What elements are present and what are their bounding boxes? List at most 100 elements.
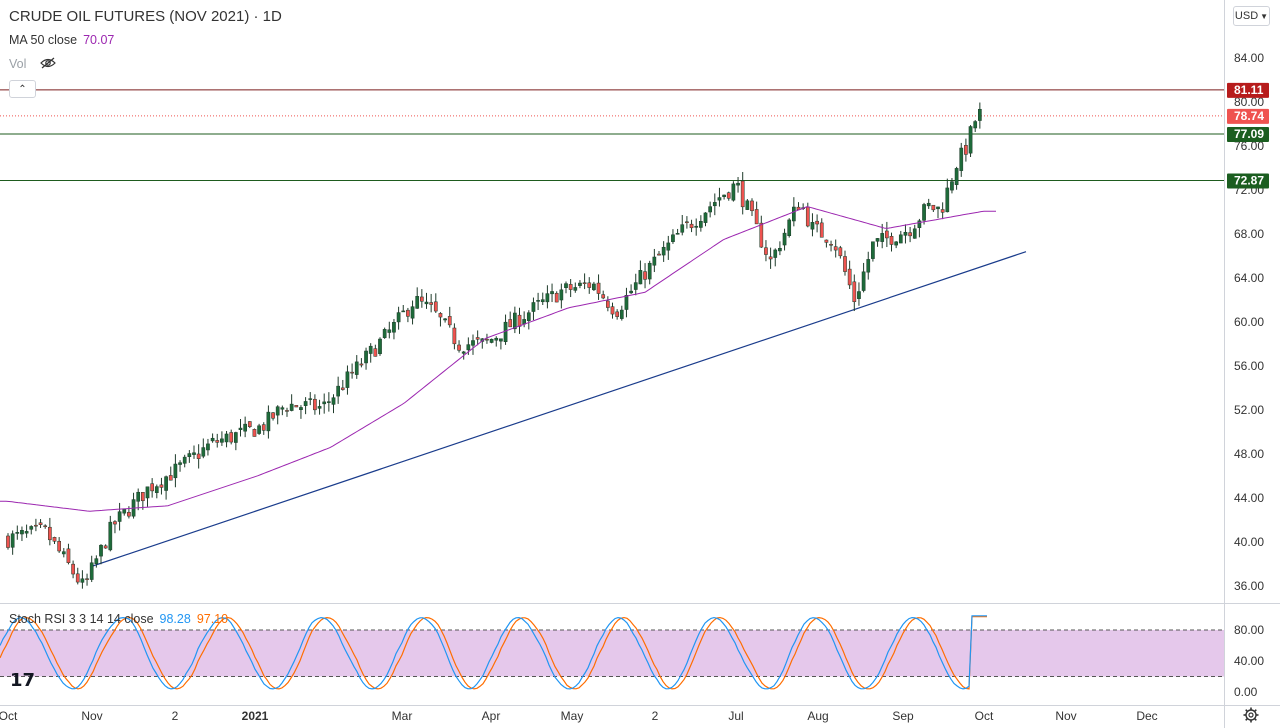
candle-body [931,204,936,211]
candle-body [331,397,336,405]
price-tick-label: 84.00 [1234,51,1264,65]
candle-body [350,371,354,374]
candle-body [29,526,34,530]
price-tick-label: 52.00 [1234,403,1264,417]
collapse-legend-button[interactable]: ⌃ [9,80,36,98]
candle-body [340,387,345,390]
candle-body [280,407,285,410]
candle-body [266,411,271,432]
candle-body [336,385,340,397]
eye-crossed-icon[interactable] [40,57,56,72]
candle-body [643,271,647,280]
time-tick-label: Sep [892,709,914,723]
candle-body [629,290,633,294]
candle-body [392,322,396,333]
candle-body [945,187,950,213]
candle-body [113,521,117,525]
price-tick-label: 68.00 [1234,227,1264,241]
candle-body [424,301,429,305]
candle-body [141,492,145,502]
price-label-box [1227,108,1269,124]
candle-body [792,206,796,222]
candle-body [382,329,387,338]
candle-body [187,453,192,457]
candle-body [768,256,773,260]
candle-body [647,262,652,280]
candle-body [606,300,610,308]
stoch-tick-label: 0.00 [1234,685,1258,699]
candle-body [726,192,731,199]
candle-body [633,282,638,290]
candle-body [898,234,903,244]
candle-body [387,329,392,333]
currency-select[interactable]: USD ▼ [1233,6,1270,26]
candle-body [638,270,643,285]
ma-value: 70.07 [83,33,115,47]
candle-body [224,433,229,443]
candle-body [410,306,415,319]
candle-body [852,281,857,303]
candle-body [475,337,480,340]
ma-legend: MA 50 close 70.07 [9,33,114,47]
candle-body [671,234,675,242]
candle-body [164,476,168,491]
candle-body [289,403,294,411]
candle-body [903,231,908,236]
candle-body [838,247,843,257]
candle-body [406,309,410,317]
candle-body [680,224,685,233]
price-label-support: 72.87 [1234,173,1264,187]
candle-body [271,412,275,419]
candle-body [145,486,150,499]
candle-body [494,337,499,341]
candle-body [43,525,48,528]
price-label-box [1227,127,1269,143]
candle-body [34,524,38,527]
candle-body [108,521,113,551]
candle-body [206,443,210,451]
candle-body [722,194,726,197]
candle-body [531,302,536,312]
vol-label: Vol [9,57,27,71]
candle-body [712,202,717,207]
candle-body [513,312,517,330]
stoch-d-value: 97.10 [196,612,229,626]
candle-body [215,440,220,443]
price-tick-label: 36.00 [1234,579,1264,593]
stoch-k-value: 98.28 [159,612,191,626]
candle-body [964,145,968,155]
candle-body [950,181,954,191]
candle-body [499,338,503,342]
chart-title: CRUDE OIL FUTURES (NOV 2021) · 1D [9,8,282,25]
candle-body [782,232,787,246]
candle-body [568,284,573,290]
candle-body [564,283,568,288]
candle-body [675,233,680,235]
candle-body [345,371,350,388]
candle-body [313,398,317,411]
candle-body [429,302,433,305]
price-tick-label: 80.00 [1234,95,1264,109]
candle-body [810,222,815,230]
time-tick-label: Apr [482,709,501,723]
candle-body [805,206,810,227]
candle-body [559,289,564,301]
stoch-k-line [0,615,987,690]
candle-body [354,361,359,375]
chevron-up-icon: ⌃ [18,83,27,95]
candle-body [457,344,461,351]
candle-body [959,147,964,171]
candle-body [452,327,457,345]
candle-body [750,200,754,212]
candle-body [596,282,601,294]
vol-legend[interactable]: Vol [9,57,56,72]
candle-body [485,338,489,341]
candle-body [327,401,331,403]
candle-body [912,228,917,239]
candle-body [6,535,10,548]
gear-icon[interactable] [1243,707,1259,728]
candle-body [229,432,234,443]
candle-body [894,241,898,246]
candle-body [657,253,661,256]
